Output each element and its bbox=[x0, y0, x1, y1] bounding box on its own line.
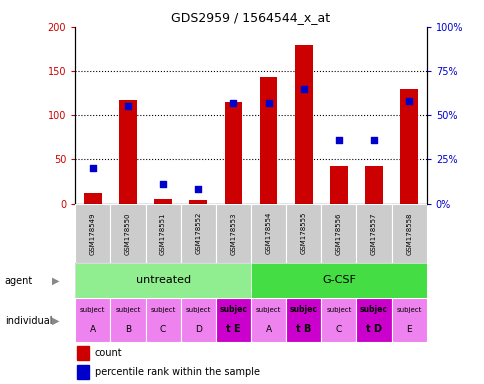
Text: D: D bbox=[195, 325, 201, 334]
Text: E: E bbox=[406, 325, 411, 334]
Text: count: count bbox=[94, 348, 122, 358]
Text: subjec: subjec bbox=[289, 305, 317, 314]
Point bbox=[264, 100, 272, 106]
Bar bbox=[400, 89, 417, 204]
Text: C: C bbox=[335, 325, 341, 334]
Text: A: A bbox=[265, 325, 271, 334]
Point bbox=[299, 86, 307, 92]
Bar bbox=[224, 102, 242, 204]
Bar bbox=[84, 193, 101, 204]
Text: percentile rank within the sample: percentile rank within the sample bbox=[94, 367, 259, 377]
Text: GSM178549: GSM178549 bbox=[90, 212, 95, 255]
Bar bbox=[356, 204, 391, 263]
Text: subject: subject bbox=[185, 307, 211, 313]
Point bbox=[229, 100, 237, 106]
Bar bbox=[251, 263, 426, 298]
Point bbox=[405, 98, 412, 104]
Bar bbox=[286, 298, 320, 342]
Bar bbox=[110, 204, 145, 263]
Point bbox=[194, 186, 202, 192]
Text: GSM178558: GSM178558 bbox=[406, 212, 411, 255]
Text: GSM178556: GSM178556 bbox=[335, 212, 341, 255]
Bar bbox=[180, 204, 215, 263]
Text: subject: subject bbox=[115, 307, 140, 313]
Point bbox=[159, 181, 166, 187]
Bar bbox=[356, 298, 391, 342]
Text: subject: subject bbox=[80, 307, 105, 313]
Text: subject: subject bbox=[256, 307, 281, 313]
Bar bbox=[294, 45, 312, 204]
Bar bbox=[77, 366, 89, 379]
Text: untreated: untreated bbox=[135, 275, 190, 285]
Bar bbox=[75, 204, 110, 263]
Text: subjec: subjec bbox=[219, 305, 247, 314]
Text: t D: t D bbox=[365, 324, 381, 334]
Bar bbox=[145, 204, 180, 263]
Text: GSM178550: GSM178550 bbox=[125, 212, 131, 255]
Text: G-CSF: G-CSF bbox=[321, 275, 355, 285]
Bar bbox=[330, 166, 347, 204]
Title: GDS2959 / 1564544_x_at: GDS2959 / 1564544_x_at bbox=[171, 11, 330, 24]
Text: C: C bbox=[160, 325, 166, 334]
Bar bbox=[215, 298, 251, 342]
Text: t B: t B bbox=[295, 324, 311, 334]
Bar bbox=[145, 298, 180, 342]
Text: ▶: ▶ bbox=[52, 316, 60, 326]
Bar bbox=[154, 199, 171, 204]
Bar bbox=[364, 166, 382, 204]
Text: GSM178551: GSM178551 bbox=[160, 212, 166, 255]
Text: subject: subject bbox=[396, 307, 421, 313]
Bar bbox=[215, 204, 251, 263]
Text: GSM178557: GSM178557 bbox=[370, 212, 376, 255]
Bar bbox=[259, 77, 277, 204]
Text: subject: subject bbox=[150, 307, 175, 313]
Bar bbox=[119, 100, 136, 204]
Text: t E: t E bbox=[226, 324, 240, 334]
Text: subject: subject bbox=[326, 307, 351, 313]
Bar bbox=[320, 298, 356, 342]
Text: A: A bbox=[90, 325, 96, 334]
Text: ▶: ▶ bbox=[52, 276, 60, 286]
Text: GSM178553: GSM178553 bbox=[230, 212, 236, 255]
Bar bbox=[75, 298, 110, 342]
Bar bbox=[251, 298, 286, 342]
Text: subjec: subjec bbox=[359, 305, 387, 314]
Bar bbox=[391, 204, 426, 263]
Point bbox=[89, 165, 96, 171]
Bar bbox=[320, 204, 356, 263]
Point bbox=[369, 137, 377, 143]
Bar bbox=[110, 298, 145, 342]
Text: GSM178554: GSM178554 bbox=[265, 212, 271, 255]
Bar bbox=[180, 298, 215, 342]
Bar bbox=[391, 298, 426, 342]
Bar bbox=[75, 263, 251, 298]
Text: individual: individual bbox=[5, 316, 52, 326]
Point bbox=[334, 137, 342, 143]
Text: agent: agent bbox=[5, 276, 33, 286]
Bar bbox=[251, 204, 286, 263]
Bar bbox=[286, 204, 320, 263]
Bar bbox=[77, 346, 89, 359]
Text: GSM178552: GSM178552 bbox=[195, 212, 201, 255]
Text: B: B bbox=[124, 325, 131, 334]
Bar bbox=[189, 200, 207, 204]
Point bbox=[124, 103, 132, 109]
Text: GSM178555: GSM178555 bbox=[300, 212, 306, 255]
